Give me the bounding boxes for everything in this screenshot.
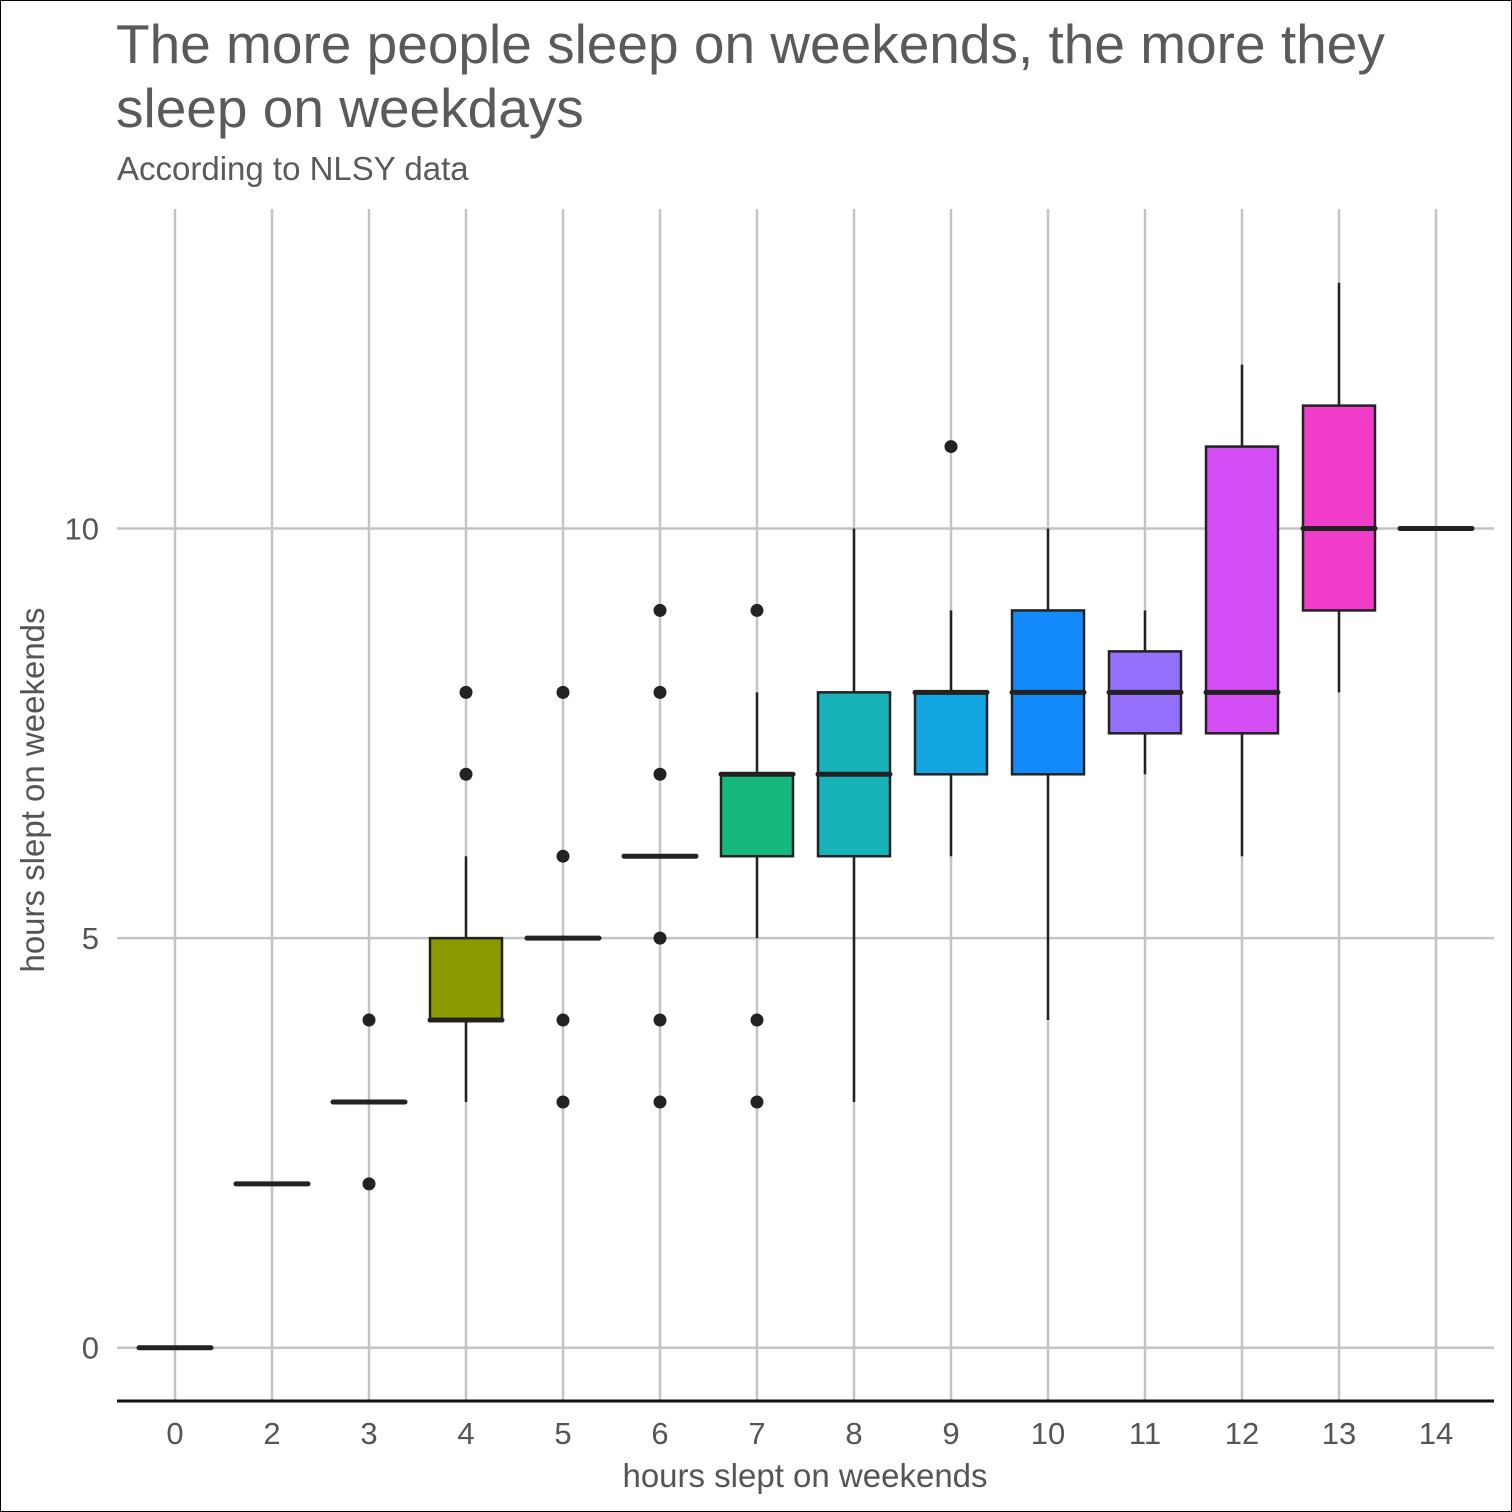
x-tick-labels: 0 2 3 4 5 6 7 8 9 10 11 12 13 14 [166, 1416, 1453, 1451]
outlier-point [653, 767, 667, 781]
box-6 [621, 603, 699, 1109]
outlier-point [362, 1177, 376, 1191]
y-tick-label: 10 [65, 512, 99, 547]
box-8 [815, 528, 893, 1102]
x-tick-label: 11 [1129, 1416, 1161, 1451]
box-4 [427, 685, 505, 1102]
outlier-point [653, 1095, 667, 1109]
outlier-point [556, 685, 570, 699]
box-body [1301, 404, 1377, 612]
box-7 [718, 603, 796, 1109]
x-tick-label: 10 [1031, 1416, 1065, 1451]
box-body [913, 691, 989, 776]
x-tick-label: 3 [360, 1416, 377, 1451]
outlier-point [653, 685, 667, 699]
x-tick-label: 0 [166, 1416, 183, 1451]
x-axis-label: hours slept on weekends [622, 1457, 987, 1494]
outlier-point [944, 440, 958, 454]
outlier-point [653, 931, 667, 945]
x-tick-label: 4 [457, 1416, 474, 1451]
y-tick-label: 5 [82, 921, 99, 956]
x-tick-label: 9 [942, 1416, 959, 1451]
outlier-point [750, 603, 764, 617]
box-body [428, 936, 504, 1022]
outlier-point [556, 849, 570, 863]
box-body [1204, 445, 1280, 735]
y-tick-label: 0 [82, 1331, 99, 1366]
x-tick-label: 13 [1322, 1416, 1356, 1451]
box-12 [1203, 364, 1281, 857]
grid-lines [117, 209, 1494, 1401]
box-5 [524, 685, 602, 1109]
box-9 [912, 440, 990, 857]
x-tick-label: 6 [651, 1416, 668, 1451]
x-tick-label: 14 [1419, 1416, 1453, 1451]
outlier-point [750, 1013, 764, 1027]
outlier-point [750, 1095, 764, 1109]
outlier-point [459, 685, 473, 699]
box-3 [330, 1013, 408, 1191]
x-tick-label: 5 [554, 1416, 571, 1451]
outlier-point [556, 1095, 570, 1109]
y-tick-labels: 0 5 10 [65, 512, 99, 1366]
outlier-point [653, 603, 667, 617]
x-tick-label: 2 [263, 1416, 280, 1451]
outlier-point [459, 767, 473, 781]
box-body [719, 773, 795, 858]
outlier-point [362, 1013, 376, 1027]
chart-title: The more people sleep on weekends, the m… [116, 13, 1385, 139]
x-tick-label: 7 [748, 1416, 765, 1451]
box-series [136, 282, 1475, 1351]
box-13 [1300, 282, 1378, 693]
outlier-point [653, 1013, 667, 1027]
x-tick-label: 12 [1225, 1416, 1259, 1451]
chart-subtitle: According to NLSY data [117, 150, 469, 187]
outlier-point [556, 1013, 570, 1027]
box-11 [1106, 610, 1184, 775]
x-tick-label: 8 [845, 1416, 862, 1451]
box-10 [1009, 528, 1087, 1021]
y-axis-label: hours slept on weekends [14, 607, 51, 972]
